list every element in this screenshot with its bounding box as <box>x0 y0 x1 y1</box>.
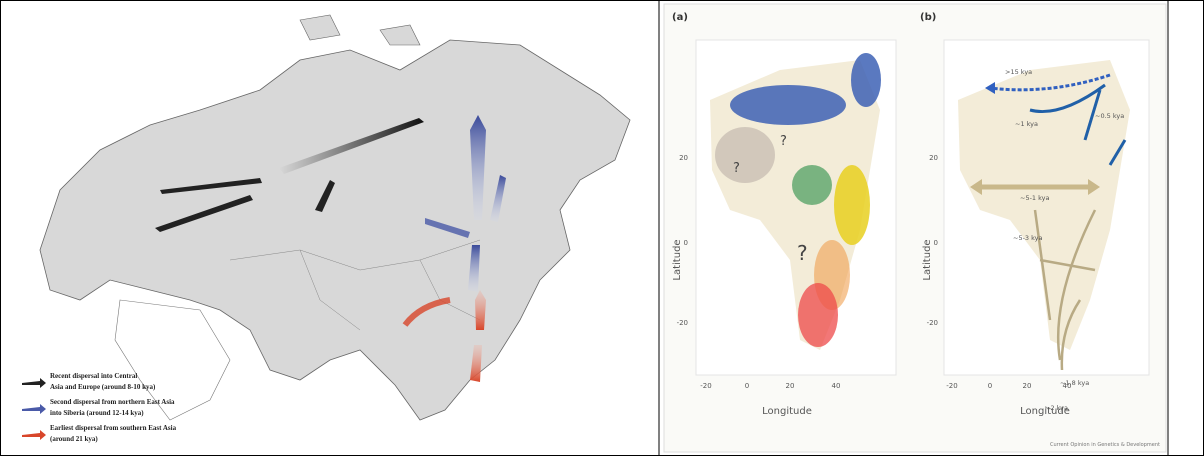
y-tick-label: 0 <box>684 239 688 247</box>
question-mark: ? <box>733 161 740 176</box>
question-mark: ? <box>797 241 808 265</box>
panel-b <box>944 40 1149 375</box>
legend-text: Second dispersal from northern East Asia <box>50 398 175 406</box>
x-tick-label: 0 <box>988 382 992 390</box>
x-axis-label: Longitude <box>1020 406 1070 417</box>
y-axis-label: Latitude <box>672 239 683 280</box>
annotation: ~1 kya <box>1015 120 1038 128</box>
panel-label: (a) <box>672 12 688 23</box>
question-mark: ? <box>780 134 787 149</box>
legend-text: (around 21 kya) <box>50 435 98 443</box>
legend-text: Earliest dispersal from southern East As… <box>50 424 177 432</box>
x-tick-label: 40 <box>1063 382 1072 390</box>
annotation: ~5-1 kya <box>1020 194 1050 202</box>
legend-text: into Siberia (around 12-14 kya) <box>50 409 144 417</box>
x-tick-label: 40 <box>832 382 841 390</box>
annotation: >15 kya <box>1005 68 1032 76</box>
legend-text: Asia and Europe (around 8-10 kya) <box>50 383 156 391</box>
y-axis-label: Latitude <box>922 239 933 280</box>
x-axis-label: Longitude <box>762 406 812 417</box>
y-tick-label: 20 <box>929 154 938 162</box>
screenshot: Recent dispersal into Central Asia and E… <box>0 0 1204 456</box>
x-tick-label: 20 <box>1023 382 1032 390</box>
annotation: ~5-3 kya <box>1013 234 1043 242</box>
panel-a <box>696 40 896 375</box>
credit: Current Opinion in Genetics & Developmen… <box>1050 442 1160 448</box>
y-tick-label: 0 <box>934 239 938 247</box>
x-tick-label: -20 <box>946 382 957 390</box>
panel-label: (b) <box>920 12 936 23</box>
x-tick-label: 0 <box>745 382 749 390</box>
x-tick-label: 20 <box>786 382 795 390</box>
y-tick-label: -20 <box>927 319 938 327</box>
y-tick-label: 20 <box>679 154 688 162</box>
y-tick-label: -20 <box>677 319 688 327</box>
x-tick-label: -20 <box>700 382 711 390</box>
legend-text: Recent dispersal into Central <box>50 372 137 380</box>
annotation: ~0.5 kya <box>1095 112 1124 120</box>
